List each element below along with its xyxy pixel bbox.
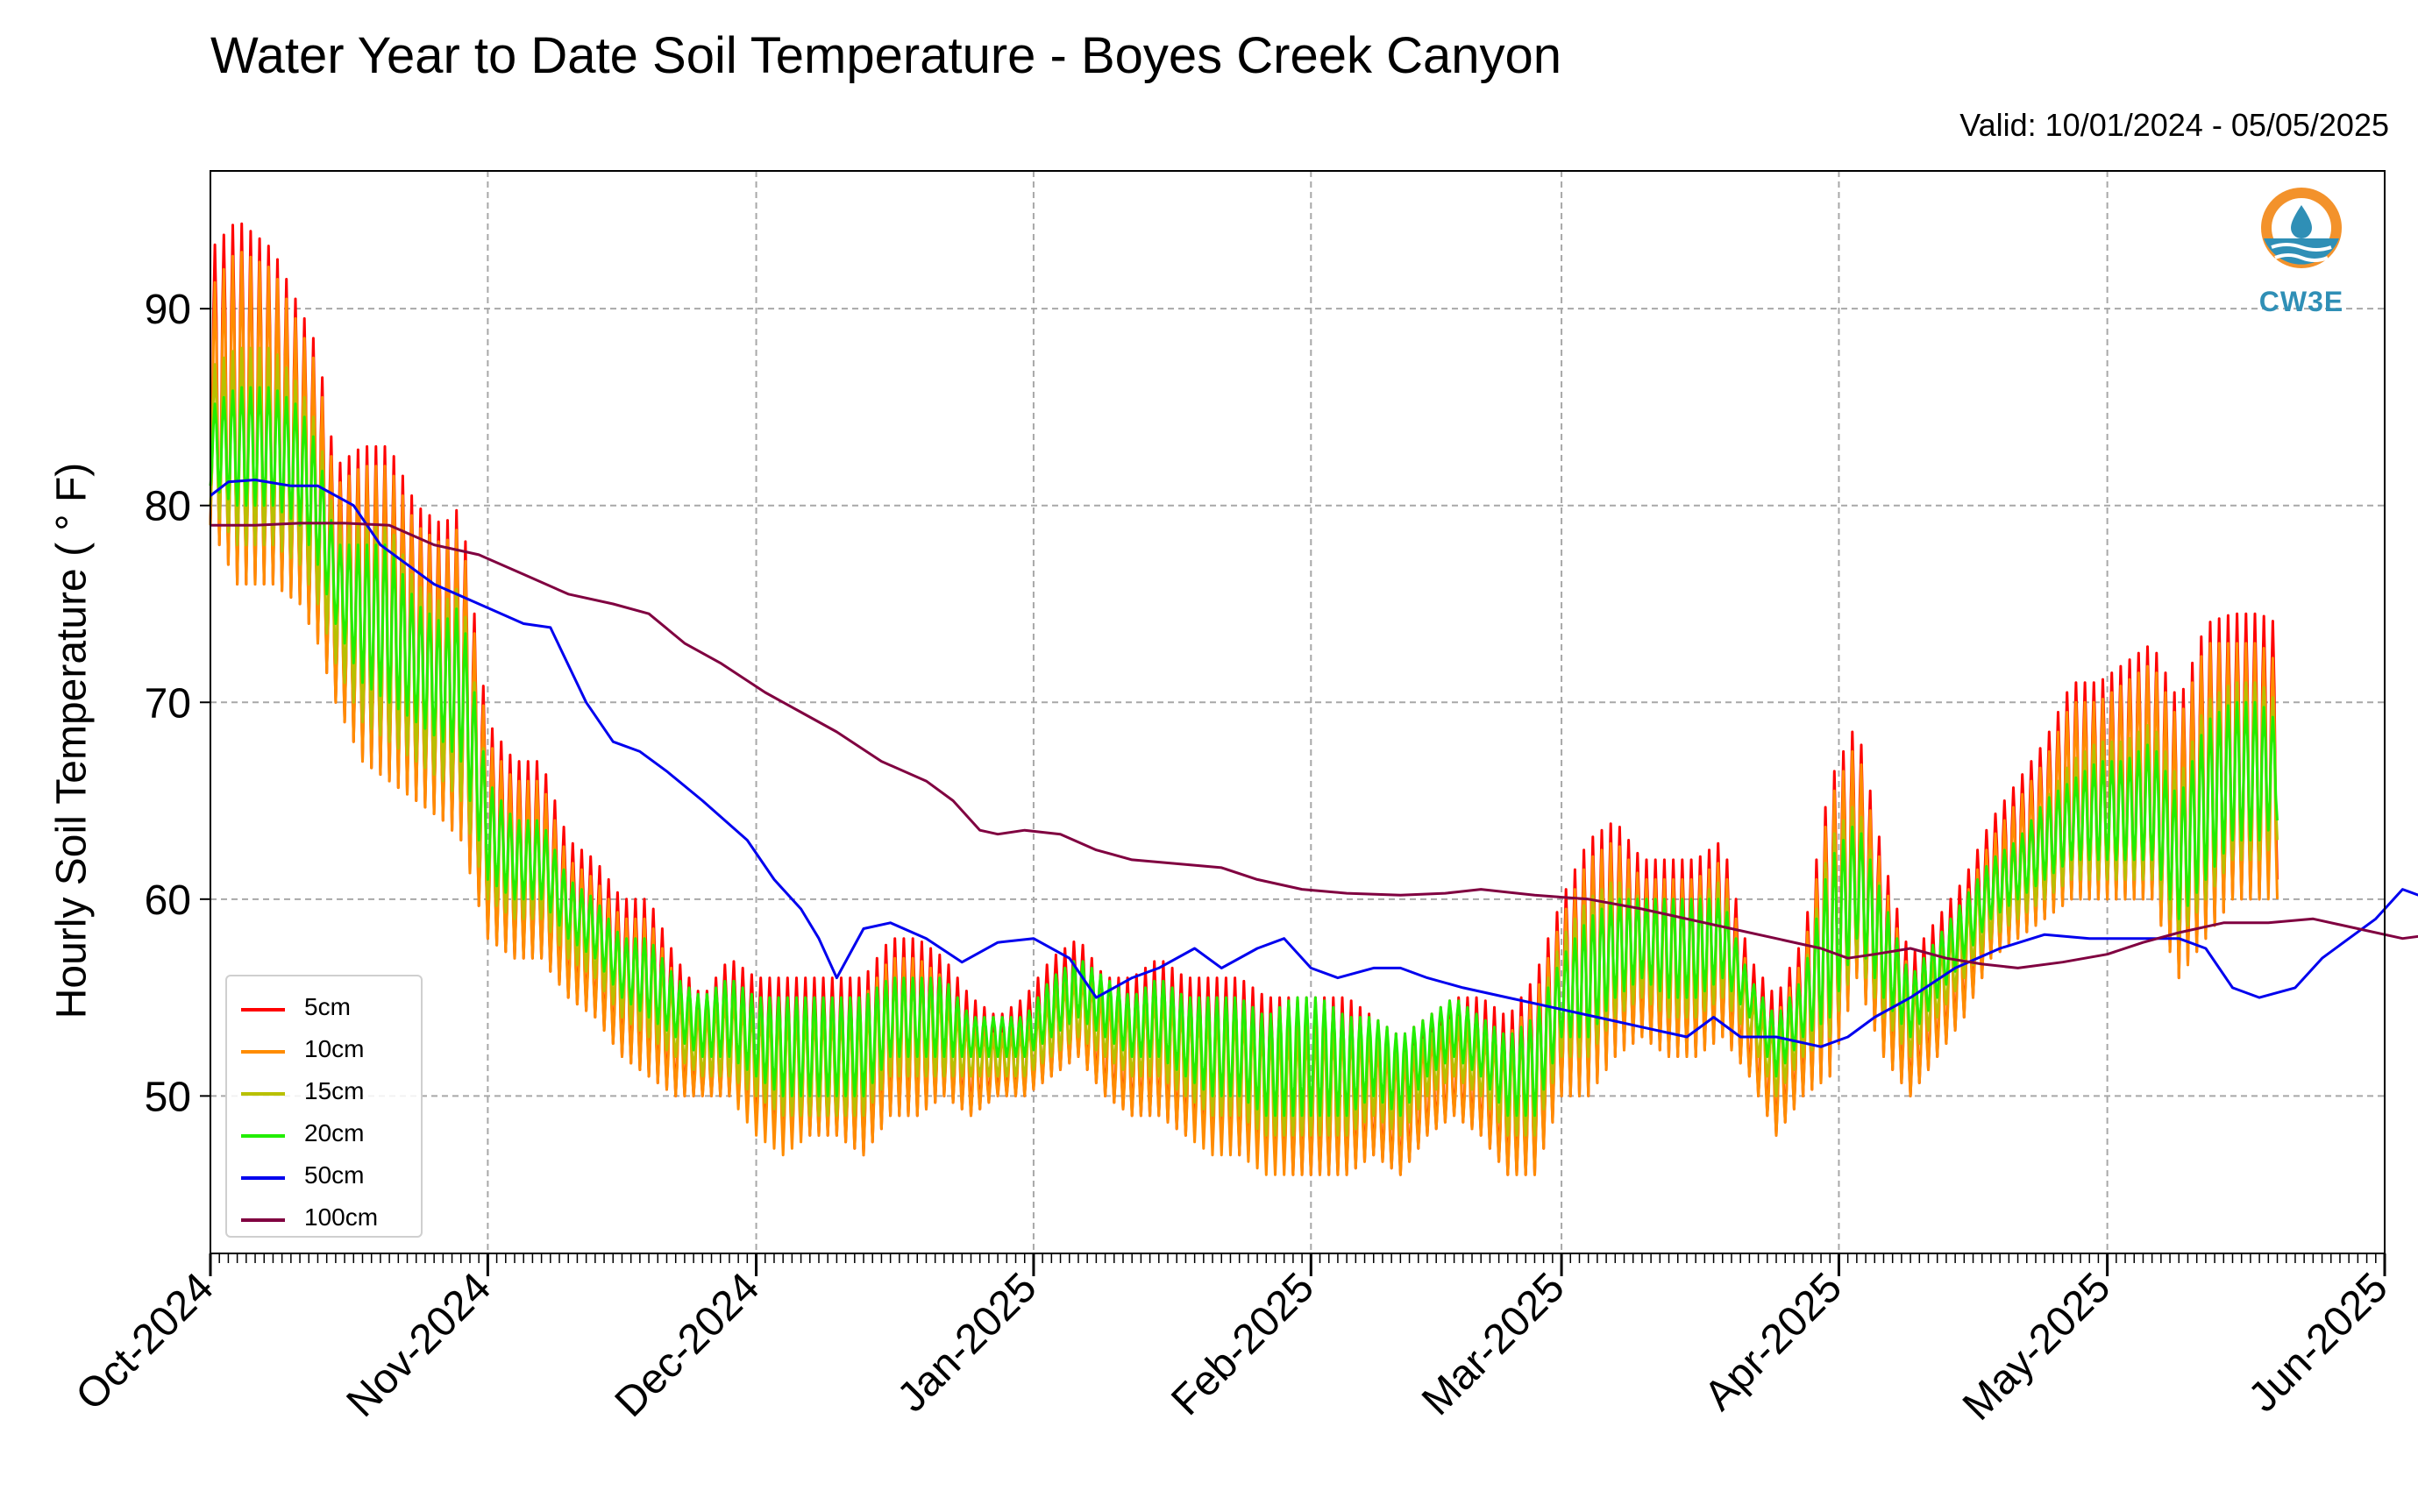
legend-item-50cm: 50cm — [227, 1157, 421, 1199]
legend-label: 20cm — [304, 1119, 365, 1146]
series-line-5cm — [209, 222, 2279, 1176]
logo-icon — [2261, 188, 2342, 268]
y-tick-label: 60 — [145, 877, 191, 924]
x-tick-label: Mar-2025 — [1413, 1264, 1574, 1424]
legend-swatch — [241, 1050, 285, 1054]
legend-item-5cm: 5cm — [227, 989, 421, 1031]
legend-label: 5cm — [304, 993, 351, 1020]
series-line-100cm — [210, 522, 2418, 969]
series-line-20cm — [209, 386, 2279, 1118]
legend-item-10cm: 10cm — [227, 1031, 421, 1073]
legend-label: 100cm — [304, 1203, 379, 1231]
y-tick-label: 70 — [145, 680, 191, 727]
legend-item-15cm: 15cm — [227, 1073, 421, 1115]
series-lines — [209, 222, 2418, 1176]
legend-item-20cm: 20cm — [227, 1115, 421, 1157]
x-tick-label: Apr-2025 — [1696, 1264, 1851, 1419]
legend-swatch — [241, 1218, 285, 1222]
valid-date-range: Valid: 10/01/2024 - 05/05/2025 — [1959, 107, 2389, 143]
y-tick-label: 80 — [145, 484, 191, 530]
legend-swatch — [241, 1176, 285, 1180]
x-tick-label: May-2025 — [1954, 1264, 2119, 1429]
y-tick-label: 50 — [145, 1074, 191, 1120]
legend-swatch — [241, 1008, 285, 1012]
cw3e-logo: CW3E — [2240, 182, 2363, 323]
x-tick-label: Dec-2024 — [607, 1264, 769, 1426]
chart-title: Water Year to Date Soil Temperature - Bo… — [210, 27, 1561, 84]
legend: 5cm 10cm 15cm 20cm 50cm 100cm — [225, 975, 423, 1238]
legend-swatch — [241, 1092, 285, 1096]
x-tick-label: Nov-2024 — [338, 1264, 501, 1426]
x-tick-label: Feb-2025 — [1163, 1264, 1323, 1424]
legend-label: 50cm — [304, 1161, 365, 1189]
legend-label: 15cm — [304, 1077, 365, 1104]
x-tick-label: Oct-2024 — [68, 1264, 223, 1419]
plot-frame — [210, 170, 2386, 1254]
legend-item-100cm: 100cm — [227, 1199, 421, 1241]
legend-label: 10cm — [304, 1035, 365, 1062]
legend-swatch — [241, 1134, 285, 1138]
series-line-50cm — [210, 479, 2418, 1048]
y-tick-label: 90 — [145, 287, 191, 333]
logo-text: CW3E — [2258, 286, 2344, 317]
x-tick-label: Jun-2025 — [2240, 1264, 2397, 1421]
x-tick-label: Jan-2025 — [889, 1264, 1046, 1421]
grid — [210, 171, 2385, 1253]
